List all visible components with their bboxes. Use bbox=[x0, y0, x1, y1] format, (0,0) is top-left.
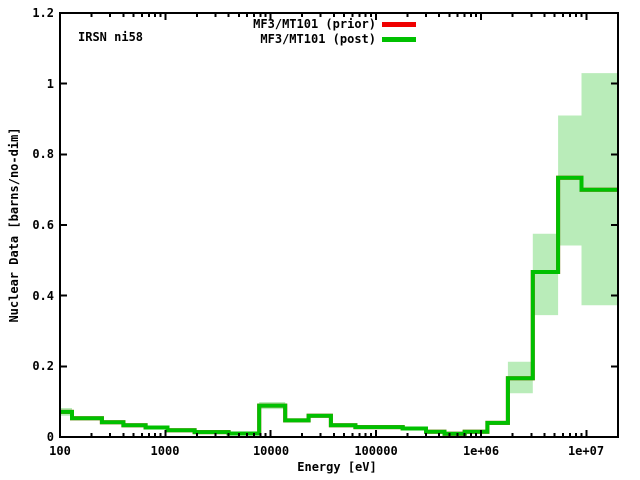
legend-swatch-prior bbox=[382, 22, 416, 27]
x-tick-label: 1e+06 bbox=[462, 444, 500, 458]
legend-label-prior: MF3/MT101 (prior) bbox=[253, 17, 376, 31]
x-tick-label: 10000 bbox=[252, 444, 290, 458]
y-tick-label: 0.2 bbox=[32, 359, 54, 373]
y-tick-label: 0 bbox=[46, 430, 54, 444]
chart-title: IRSN ni58 bbox=[78, 30, 144, 44]
legend-label-post: MF3/MT101 (post) bbox=[260, 32, 376, 46]
x-tick-label: 100 bbox=[49, 444, 71, 458]
axis-ticks bbox=[59, 12, 619, 438]
post-curve bbox=[60, 175, 618, 436]
y-tick-label: 1.2 bbox=[32, 6, 54, 20]
x-axis-label: Energy [eV] bbox=[297, 460, 377, 474]
y-tick-label: 0.8 bbox=[32, 147, 54, 161]
x-tick-label: 1000 bbox=[150, 444, 180, 458]
y-tick-label: 0.4 bbox=[32, 289, 54, 303]
legend-swatch-post bbox=[382, 37, 416, 42]
y-tick-label: 1 bbox=[46, 77, 54, 91]
x-tick-label: 1e+07 bbox=[567, 444, 605, 458]
y-axis-label: Nuclear Data [barns/no-dim] bbox=[7, 127, 21, 323]
y-tick-label: 0.6 bbox=[32, 218, 54, 232]
x-tick-label: 100000 bbox=[354, 444, 398, 458]
